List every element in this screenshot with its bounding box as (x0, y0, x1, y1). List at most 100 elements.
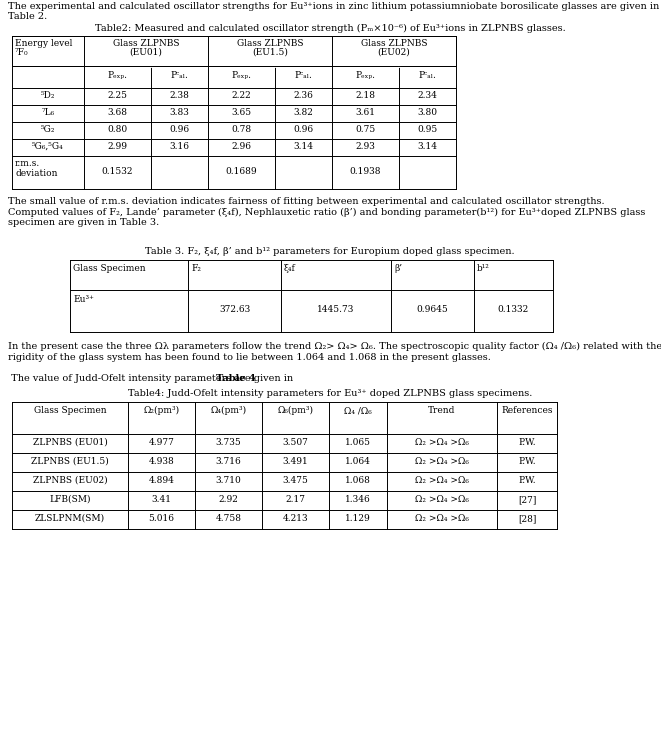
Text: Energy level: Energy level (15, 39, 72, 48)
Text: Glass ZLPNBS: Glass ZLPNBS (237, 39, 303, 48)
Text: 2.17: 2.17 (286, 495, 305, 504)
Text: Ω₂ >Ω₄ >Ω₆: Ω₂ >Ω₄ >Ω₆ (415, 457, 469, 466)
Text: ⁵D₂: ⁵D₂ (41, 91, 56, 100)
Text: 372.63: 372.63 (219, 304, 250, 313)
Text: Table4: Judd-Ofelt intensity parameters for Eu³⁺ doped ZLPNBS glass specimens.: Table4: Judd-Ofelt intensity parameters … (128, 389, 532, 398)
Text: 4.938: 4.938 (149, 457, 175, 466)
Text: 3.14: 3.14 (293, 142, 313, 151)
Text: Glass ZLPNBS: Glass ZLPNBS (361, 39, 427, 48)
Text: r.m.s.
deviation: r.m.s. deviation (15, 159, 58, 178)
Text: Pₑₓₚ.: Pₑₓₚ. (108, 71, 128, 80)
Text: Ω₂ >Ω₄ >Ω₆: Ω₂ >Ω₄ >Ω₆ (415, 495, 469, 504)
Text: 3.68: 3.68 (108, 108, 128, 117)
Text: 3.735: 3.735 (215, 438, 241, 447)
Text: Ω₂ >Ω₄ >Ω₆: Ω₂ >Ω₄ >Ω₆ (415, 438, 469, 447)
Text: 3.475: 3.475 (282, 476, 309, 485)
Text: Pᶜₐₗ.: Pᶜₐₗ. (171, 71, 188, 80)
Text: 1445.73: 1445.73 (317, 304, 355, 313)
Text: 0.1938: 0.1938 (350, 167, 381, 176)
Text: Glass Specimen: Glass Specimen (34, 406, 106, 415)
Text: [28]: [28] (518, 514, 536, 523)
Text: P.W.: P.W. (518, 438, 536, 447)
Text: Ω₄ /Ω₆: Ω₄ /Ω₆ (344, 406, 372, 415)
Text: (EU02): (EU02) (377, 48, 410, 57)
Text: 3.14: 3.14 (418, 142, 438, 151)
Text: 3.491: 3.491 (283, 457, 309, 466)
Text: 1.068: 1.068 (345, 476, 371, 485)
Text: 3.83: 3.83 (170, 108, 190, 117)
Text: β’: β’ (394, 264, 402, 273)
Text: 2.36: 2.36 (293, 91, 313, 100)
Text: b¹²: b¹² (477, 264, 490, 273)
Text: ⁷F₀: ⁷F₀ (15, 48, 28, 57)
Text: 4.977: 4.977 (149, 438, 175, 447)
Text: 4.213: 4.213 (283, 514, 308, 523)
Text: 0.95: 0.95 (417, 125, 438, 134)
Text: 3.507: 3.507 (282, 438, 309, 447)
Text: Pₑₓₚ.: Pₑₓₚ. (231, 71, 251, 80)
Text: References: References (501, 406, 553, 415)
Text: Pᶜₐₗ.: Pᶜₐₗ. (418, 71, 436, 80)
Text: Ω₂ >Ω₄ >Ω₆: Ω₂ >Ω₄ >Ω₆ (415, 476, 469, 485)
Text: 1.129: 1.129 (345, 514, 371, 523)
Text: 0.1689: 0.1689 (225, 167, 257, 176)
Text: 3.710: 3.710 (215, 476, 241, 485)
Text: Table2: Measured and calculated oscillator strength (Pₘ×10⁻⁶) of Eu³⁺ions in ZLP: Table2: Measured and calculated oscillat… (95, 24, 565, 33)
Text: 0.9645: 0.9645 (416, 304, 448, 313)
Text: ⁵G₂: ⁵G₂ (41, 125, 56, 134)
Text: 3.716: 3.716 (215, 457, 241, 466)
Text: 4.758: 4.758 (215, 514, 241, 523)
Text: 5.016: 5.016 (149, 514, 175, 523)
Text: Ω₂ >Ω₄ >Ω₆: Ω₂ >Ω₄ >Ω₆ (415, 514, 469, 523)
Text: 2.25: 2.25 (108, 91, 128, 100)
Text: 2.96: 2.96 (231, 142, 251, 151)
Text: [27]: [27] (518, 495, 536, 504)
Text: Glass ZLPNBS: Glass ZLPNBS (113, 39, 179, 48)
Text: 0.1532: 0.1532 (102, 167, 134, 176)
Text: 3.82: 3.82 (293, 108, 313, 117)
Text: (EU01): (EU01) (130, 48, 163, 57)
Text: 3.65: 3.65 (231, 108, 252, 117)
Text: ⁵G₆,⁵G₄: ⁵G₆,⁵G₄ (32, 142, 64, 151)
Text: Ω₄(pm³): Ω₄(pm³) (210, 406, 247, 416)
Text: 2.93: 2.93 (356, 142, 375, 151)
Text: Ω₆(pm³): Ω₆(pm³) (278, 406, 313, 416)
Text: 2.38: 2.38 (170, 91, 190, 100)
Text: P.W.: P.W. (518, 457, 536, 466)
Text: 0.80: 0.80 (108, 125, 128, 134)
Text: 3.80: 3.80 (418, 108, 438, 117)
Text: ZLPNBS (EU1.5): ZLPNBS (EU1.5) (31, 457, 109, 466)
Text: 3.61: 3.61 (356, 108, 375, 117)
Text: Trend: Trend (428, 406, 455, 415)
Text: Ω₂(pm³): Ω₂(pm³) (143, 406, 180, 416)
Text: 0.96: 0.96 (169, 125, 190, 134)
Text: In the present case the three Ωλ parameters follow the trend Ω₂> Ω₄> Ω₆. The spe: In the present case the three Ωλ paramet… (8, 342, 661, 362)
Text: 0.75: 0.75 (356, 125, 375, 134)
Text: 2.34: 2.34 (418, 91, 438, 100)
Text: The value of Judd-Ofelt intensity parameters are given in: The value of Judd-Ofelt intensity parame… (8, 374, 296, 383)
Text: 2.22: 2.22 (231, 91, 251, 100)
Text: Table 3. F₂, ξ₄f, β’ and b¹² parameters for Europium doped glass specimen.: Table 3. F₂, ξ₄f, β’ and b¹² parameters … (145, 247, 515, 256)
Text: ZLPNBS (EU02): ZLPNBS (EU02) (32, 476, 107, 485)
Text: LFB(SM): LFB(SM) (50, 495, 91, 504)
Text: F₂: F₂ (191, 264, 201, 273)
Text: 0.1332: 0.1332 (498, 304, 529, 313)
Text: 4.894: 4.894 (149, 476, 175, 485)
Text: 0.78: 0.78 (231, 125, 252, 134)
Text: 3.16: 3.16 (169, 142, 190, 151)
Text: 1.065: 1.065 (345, 438, 371, 447)
Text: 0.96: 0.96 (293, 125, 313, 134)
Text: 1.346: 1.346 (345, 495, 371, 504)
Text: (EU1.5): (EU1.5) (252, 48, 288, 57)
Text: ZLPNBS (EU01): ZLPNBS (EU01) (32, 438, 107, 447)
Text: 2.18: 2.18 (356, 91, 375, 100)
Text: ⁷L₆: ⁷L₆ (42, 108, 55, 117)
Text: P.W.: P.W. (518, 476, 536, 485)
Text: The small value of r.m.s. deviation indicates fairness of fitting between experi: The small value of r.m.s. deviation indi… (8, 197, 645, 227)
Text: Pᶜₐₗ.: Pᶜₐₗ. (295, 71, 313, 80)
Text: 2.92: 2.92 (219, 495, 239, 504)
Text: 3.41: 3.41 (151, 495, 171, 504)
Text: Eu³⁺: Eu³⁺ (73, 295, 94, 304)
Text: The experimental and calculated oscillator strengths for Eu³⁺ions in zinc lithiu: The experimental and calculated oscillat… (8, 2, 659, 22)
Text: Glass Specimen: Glass Specimen (73, 264, 145, 273)
